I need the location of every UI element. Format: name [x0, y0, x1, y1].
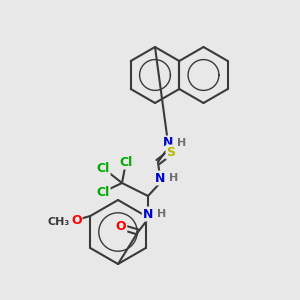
Text: O: O [71, 214, 82, 226]
Text: H: H [158, 209, 166, 219]
Text: N: N [155, 172, 165, 184]
Text: S: S [167, 146, 176, 158]
Text: Cl: Cl [119, 155, 133, 169]
Text: N: N [143, 208, 153, 220]
Text: O: O [116, 220, 126, 233]
Text: Cl: Cl [96, 161, 110, 175]
Text: Cl: Cl [96, 185, 110, 199]
Text: N: N [163, 136, 173, 149]
Text: H: H [177, 138, 187, 148]
Text: CH₃: CH₃ [47, 217, 69, 227]
Text: H: H [169, 173, 178, 183]
